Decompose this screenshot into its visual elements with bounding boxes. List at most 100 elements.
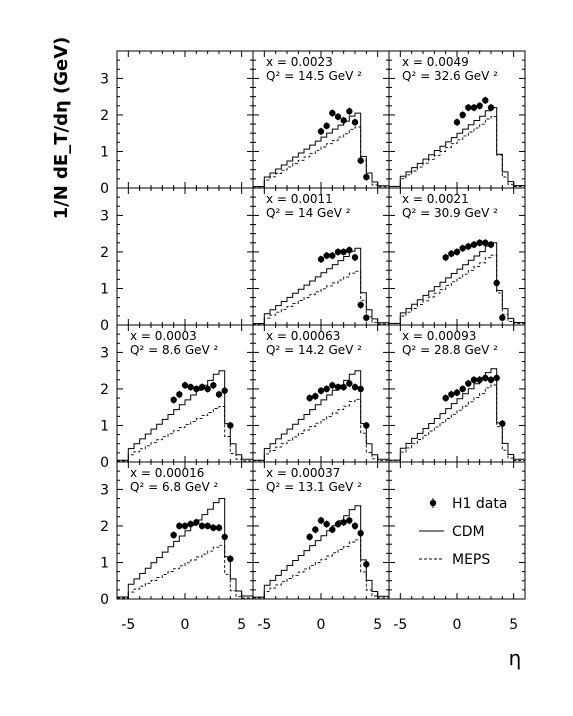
data-point bbox=[215, 524, 223, 531]
data-point bbox=[465, 380, 472, 387]
data-point bbox=[176, 522, 183, 530]
data-point bbox=[487, 241, 495, 248]
data-point bbox=[312, 526, 319, 533]
panel-frame bbox=[116, 50, 254, 189]
data-point bbox=[317, 128, 325, 135]
data-point bbox=[193, 519, 200, 526]
x-tick-label: 5 bbox=[509, 617, 518, 633]
data-point bbox=[357, 530, 364, 537]
data-point bbox=[482, 239, 489, 246]
data-point bbox=[323, 385, 330, 393]
data-point bbox=[351, 119, 359, 126]
data-point bbox=[493, 374, 500, 382]
data-point bbox=[470, 376, 478, 383]
y-tick-label: 1 bbox=[100, 555, 109, 571]
data-point bbox=[317, 517, 325, 524]
data-point bbox=[482, 374, 489, 382]
meps-curve bbox=[253, 270, 389, 325]
meps-curve bbox=[253, 126, 389, 188]
data-point bbox=[181, 522, 189, 530]
x-tick-label: -5 bbox=[257, 617, 271, 633]
data-point bbox=[363, 561, 370, 568]
x-tick-label: 5 bbox=[373, 617, 382, 633]
x-tick-label: 5 bbox=[237, 617, 246, 633]
data-point bbox=[306, 394, 313, 402]
data-point bbox=[351, 522, 359, 530]
data-point bbox=[323, 122, 330, 130]
panel-q2-label: Q² = 32.6 GeV ² bbox=[402, 69, 498, 83]
data-point bbox=[499, 420, 506, 427]
x-tick-label: 0 bbox=[317, 617, 326, 633]
panel-x-label: x = 0.0023 bbox=[266, 55, 333, 69]
data-point bbox=[210, 524, 217, 531]
cdm-curve bbox=[117, 370, 253, 461]
legend-label-meps: MEPS bbox=[452, 552, 490, 568]
data-point bbox=[340, 383, 347, 391]
panel-1-0: 0 1 2 3 bbox=[100, 187, 254, 334]
data-point bbox=[357, 301, 364, 309]
y-tick-label: 3 bbox=[100, 345, 109, 361]
data-point bbox=[340, 248, 347, 256]
data-point bbox=[346, 517, 353, 524]
data-point bbox=[317, 387, 325, 394]
data-point bbox=[323, 520, 330, 528]
cdm-curve bbox=[253, 247, 389, 324]
y-tick-label: 0 bbox=[100, 592, 109, 608]
data-point bbox=[476, 376, 483, 383]
data-point bbox=[487, 376, 495, 383]
data-point bbox=[198, 383, 206, 391]
data-point bbox=[357, 385, 364, 393]
y-tick-label: 0 bbox=[100, 181, 109, 197]
y-tick-label: 0 bbox=[100, 455, 109, 471]
data-point bbox=[459, 385, 466, 393]
panel-q2-label: Q² = 8.6 GeV ² bbox=[130, 343, 219, 357]
y-tick-label: 1 bbox=[100, 144, 109, 160]
data-point bbox=[221, 387, 228, 394]
data-point bbox=[227, 555, 234, 563]
data-point bbox=[499, 314, 506, 321]
x-tick-label: -5 bbox=[121, 617, 135, 633]
y-tick-label: 3 bbox=[100, 208, 109, 224]
panel-x-label: x = 0.0021 bbox=[402, 192, 469, 206]
data-point bbox=[487, 104, 495, 111]
meps-curve bbox=[389, 254, 525, 325]
x-tick-label: 0 bbox=[181, 617, 190, 633]
data-point bbox=[453, 119, 461, 126]
y-tick-label: 1 bbox=[100, 281, 109, 297]
meps-curve bbox=[253, 539, 389, 599]
legend-label-h1: H1 data bbox=[452, 496, 507, 512]
data-point bbox=[363, 422, 370, 429]
data-point bbox=[346, 108, 353, 115]
panel-x-label: x = 0.00093 bbox=[402, 329, 476, 343]
data-point bbox=[351, 383, 359, 391]
data-point bbox=[170, 396, 177, 404]
data-point bbox=[329, 526, 336, 533]
panel-x-label: x = 0.0049 bbox=[402, 55, 469, 69]
data-point bbox=[442, 394, 449, 402]
data-point bbox=[465, 243, 472, 250]
panel-q2-label: Q² = 30.9 GeV ² bbox=[402, 206, 498, 220]
cdm-curve bbox=[389, 107, 525, 187]
panel-x-label: x = 0.00063 bbox=[266, 329, 340, 343]
data-point bbox=[476, 102, 483, 110]
data-point bbox=[453, 389, 461, 396]
panel-q2-label: Q² = 14.5 GeV ² bbox=[266, 69, 362, 83]
data-point bbox=[453, 248, 461, 256]
cdm-curve bbox=[389, 368, 525, 461]
data-point bbox=[363, 314, 370, 321]
cdm-curve bbox=[253, 112, 389, 187]
data-point bbox=[459, 111, 466, 119]
data-point bbox=[459, 245, 466, 252]
data-point bbox=[227, 422, 234, 429]
y-tick-label: 1 bbox=[100, 418, 109, 434]
data-point bbox=[204, 522, 211, 530]
data-point bbox=[363, 173, 370, 181]
data-point bbox=[215, 391, 223, 398]
panel-q2-label: Q² = 28.8 GeV ² bbox=[402, 343, 498, 357]
